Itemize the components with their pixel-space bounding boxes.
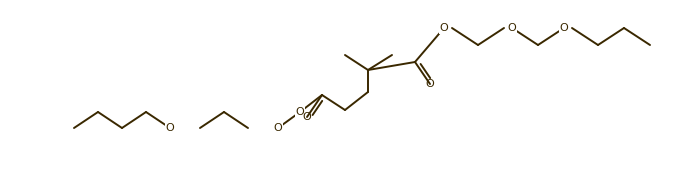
Text: O: O <box>296 107 304 117</box>
Text: O: O <box>426 79 435 89</box>
Text: O: O <box>274 123 283 133</box>
Text: O: O <box>439 23 448 33</box>
Text: O: O <box>560 23 569 33</box>
Text: O: O <box>508 23 516 33</box>
Text: O: O <box>166 123 174 133</box>
Text: O: O <box>303 112 312 122</box>
